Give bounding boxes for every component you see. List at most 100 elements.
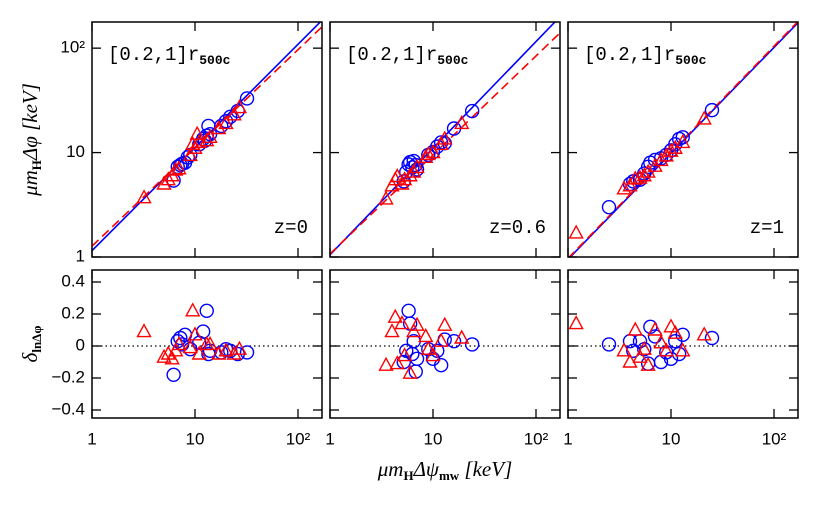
triangle-marker bbox=[658, 342, 674, 357]
triangle-marker bbox=[406, 163, 422, 178]
triangle-marker bbox=[425, 144, 441, 159]
triangle-marker bbox=[389, 355, 405, 370]
circle-marker bbox=[166, 367, 181, 382]
fit-line bbox=[569, 22, 798, 257]
circle-marker bbox=[704, 330, 720, 346]
x-tick-label: 10² bbox=[286, 429, 311, 448]
triangle-marker bbox=[218, 342, 234, 357]
triangle-marker bbox=[568, 224, 584, 239]
triangle-marker bbox=[231, 99, 248, 114]
x-tick-label: 1 bbox=[87, 429, 96, 448]
plot-area bbox=[92, 302, 322, 382]
triangle-marker bbox=[182, 339, 198, 354]
triangle-marker bbox=[387, 308, 403, 323]
panel-annotation: [0.2,1]r500c bbox=[584, 44, 707, 68]
triangle-marker bbox=[168, 161, 184, 176]
text-part: [keV] bbox=[459, 457, 512, 481]
text-part: μm bbox=[377, 457, 404, 481]
triangle-marker bbox=[191, 345, 207, 360]
circle-marker bbox=[218, 113, 234, 129]
circle-marker bbox=[675, 327, 690, 342]
triangle-marker bbox=[402, 167, 418, 182]
text-part: [0.2,1]r bbox=[108, 44, 199, 66]
triangle-marker bbox=[182, 146, 198, 162]
triangle-marker bbox=[187, 326, 203, 341]
triangle-marker bbox=[437, 130, 453, 145]
panel-frame bbox=[329, 21, 561, 258]
x-axis-label: μmHΔψmw [keV] bbox=[377, 457, 513, 483]
panel-annotation: [0.2,1]r500c bbox=[108, 44, 231, 68]
triangle-marker bbox=[658, 147, 674, 162]
circle-marker bbox=[239, 91, 255, 106]
triangle-marker bbox=[653, 334, 669, 349]
text-part: μm bbox=[18, 170, 42, 197]
panel-frame bbox=[91, 269, 323, 419]
triangle-marker bbox=[211, 120, 227, 135]
panel-frame bbox=[329, 269, 561, 419]
triangle-marker bbox=[218, 114, 234, 130]
panel-frame bbox=[567, 21, 799, 258]
text-part: [0.2,1]r bbox=[584, 44, 675, 66]
y-tick-label: 0.4 bbox=[61, 271, 85, 290]
triangle-marker bbox=[622, 177, 638, 192]
y-tick-label: 0 bbox=[76, 335, 85, 354]
text-part: Δφ [keV] bbox=[18, 83, 42, 161]
circle-marker bbox=[464, 103, 480, 119]
triangle-marker bbox=[675, 133, 691, 149]
triangle-marker bbox=[622, 353, 638, 368]
triangle-marker bbox=[136, 323, 152, 338]
triangle-marker bbox=[226, 345, 242, 360]
circle-marker bbox=[173, 330, 188, 346]
triangle-marker bbox=[202, 128, 218, 144]
subscript: 500c bbox=[675, 53, 706, 68]
subscript: H bbox=[29, 160, 44, 170]
circle-marker bbox=[704, 102, 720, 118]
circle-marker bbox=[433, 358, 449, 373]
x-tick-label: 10 bbox=[424, 429, 443, 448]
plot-area bbox=[568, 22, 798, 257]
circle-marker bbox=[632, 334, 648, 349]
subscript: 500c bbox=[437, 53, 468, 68]
circle-marker bbox=[601, 199, 617, 215]
circle-marker bbox=[464, 337, 480, 352]
plot-area bbox=[92, 22, 322, 252]
triangle-marker bbox=[653, 152, 669, 167]
x-tick-label: 10² bbox=[762, 429, 787, 448]
triangle-marker bbox=[640, 356, 656, 371]
triangle-marker bbox=[696, 326, 712, 341]
triangle-marker bbox=[632, 348, 648, 363]
triangle-marker bbox=[185, 302, 201, 317]
triangle-marker bbox=[616, 180, 632, 195]
text-part: δ bbox=[18, 351, 42, 362]
triangle-marker bbox=[409, 316, 425, 331]
circle-marker bbox=[601, 337, 617, 352]
triangle-marker bbox=[675, 342, 691, 357]
triangle-marker bbox=[409, 159, 425, 174]
triangle-marker bbox=[420, 340, 436, 355]
triangle-marker bbox=[156, 348, 172, 363]
triangle-marker bbox=[663, 318, 679, 333]
triangle-marker bbox=[136, 189, 152, 204]
circle-marker bbox=[201, 118, 216, 134]
subscript: H bbox=[403, 468, 413, 483]
triangle-marker bbox=[418, 327, 434, 343]
panel-frame bbox=[91, 21, 323, 258]
y-tick-label: −0.4 bbox=[51, 399, 85, 418]
triangle-marker bbox=[636, 167, 652, 182]
triangle-marker bbox=[189, 125, 205, 140]
triangle-marker bbox=[384, 323, 400, 338]
triangle-marker bbox=[231, 340, 248, 355]
panel-annotation: [0.2,1]r500c bbox=[346, 44, 469, 68]
triangle-marker bbox=[171, 335, 187, 351]
triangle-marker bbox=[437, 316, 453, 331]
triangle-marker bbox=[394, 315, 410, 330]
triangle-marker bbox=[647, 321, 663, 336]
circle-marker bbox=[180, 150, 195, 165]
x-tick-label: 10 bbox=[662, 429, 681, 448]
triangle-marker bbox=[627, 321, 643, 336]
fit-line bbox=[330, 22, 557, 256]
triangle-marker bbox=[226, 106, 242, 121]
y-tick-label: 10 bbox=[66, 142, 85, 161]
triangle-marker bbox=[378, 356, 394, 371]
